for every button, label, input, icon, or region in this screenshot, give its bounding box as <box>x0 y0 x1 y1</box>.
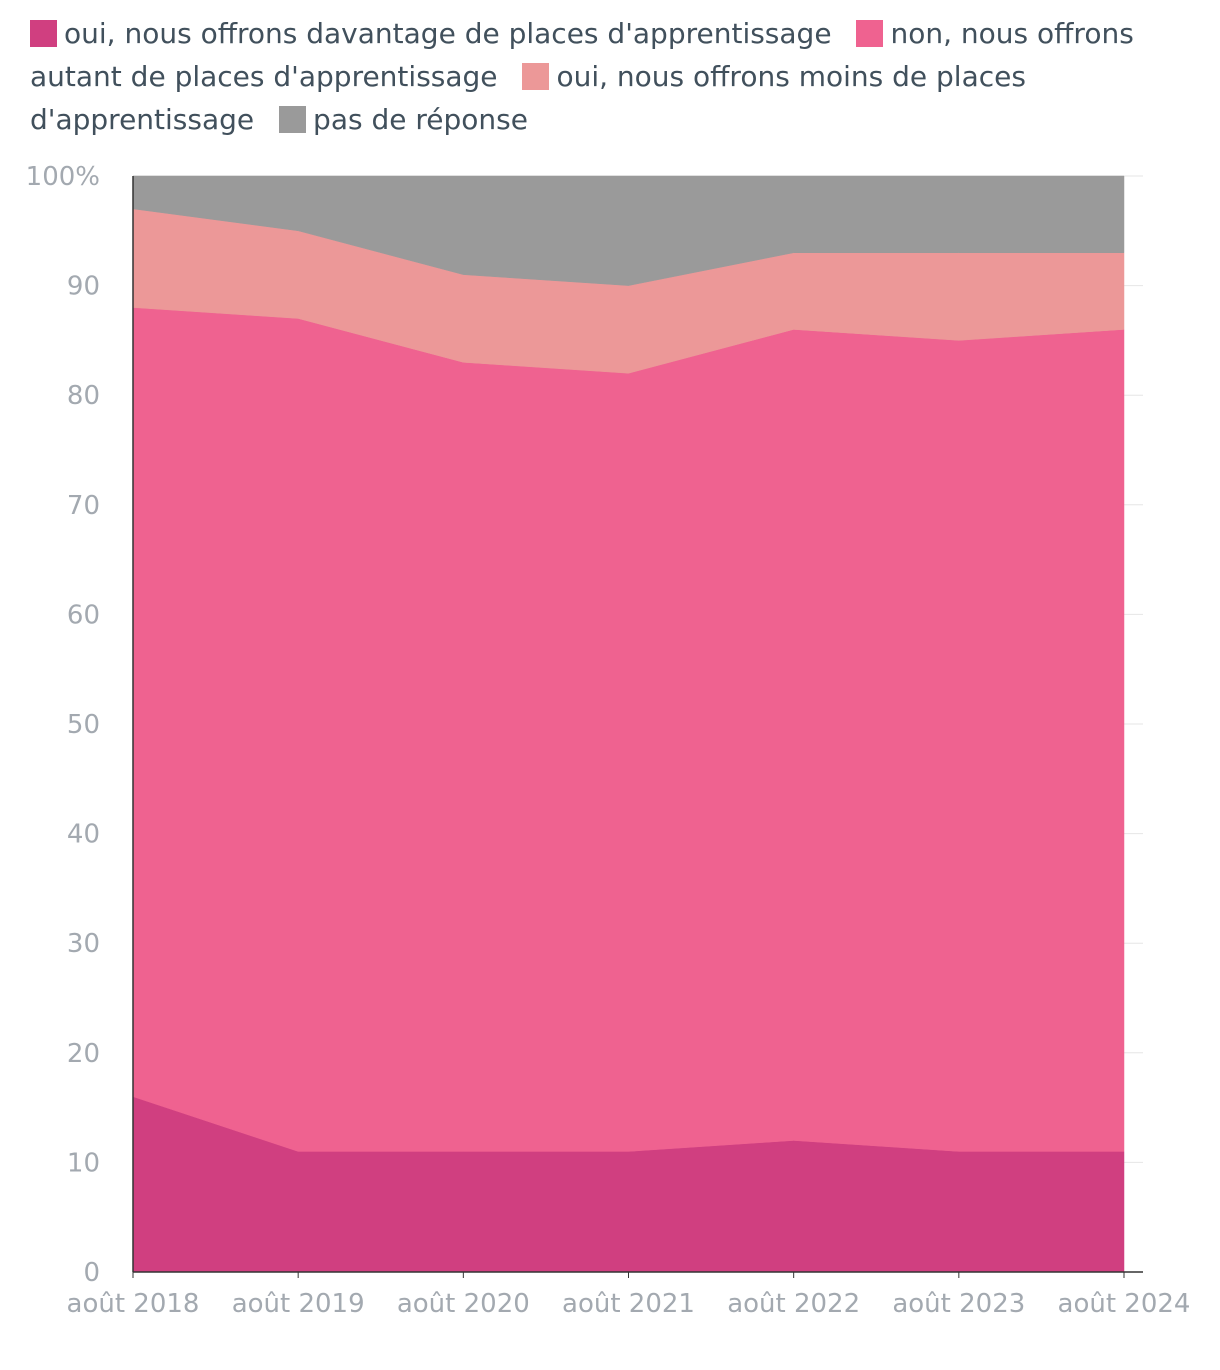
y-tick-label: 10 <box>67 1148 100 1178</box>
x-tick-label: août 2021 <box>562 1289 695 1319</box>
legend-swatch-same <box>856 20 884 47</box>
x-tick-label: août 2022 <box>727 1289 860 1319</box>
series-area <box>132 175 1125 286</box>
legend-item-same: non, nous offrons autant de places d'app… <box>30 17 1134 93</box>
legend-swatch-more <box>30 20 57 47</box>
y-tick-label: 0 <box>83 1258 100 1288</box>
series-area <box>132 307 1125 1152</box>
x-tick-label: août 2018 <box>67 1289 200 1319</box>
y-tick-label: 50 <box>67 710 100 740</box>
legend-label-same: non, nous offrons autant de places d'app… <box>30 17 1134 93</box>
y-tick-label: 20 <box>67 1039 100 1069</box>
x-tick-label: août 2024 <box>1058 1289 1191 1319</box>
legend-item-no-answer: pas de réponse <box>279 103 528 136</box>
legend-label-no-answer: pas de réponse <box>313 103 528 136</box>
y-tick-label: 40 <box>67 820 100 850</box>
y-tick-label: 30 <box>67 929 100 959</box>
legend-swatch-no-answer <box>279 106 307 133</box>
area-series <box>132 175 1125 1273</box>
y-axis-tick-labels: 0 10 20 30 40 50 60 70 80 90 100% <box>26 162 100 1288</box>
x-tick-label: août 2020 <box>397 1289 530 1319</box>
y-tick-label: 90 <box>67 272 100 302</box>
y-tick-label: 80 <box>67 381 100 411</box>
y-tick-label: 70 <box>67 491 100 521</box>
axes <box>132 176 1143 1273</box>
x-tick-label: août 2019 <box>232 1289 365 1319</box>
x-axis-tick-labels: août 2018 août 2019 août 2020 août 2021 août… <box>67 1272 1191 1319</box>
legend-label-fewer: oui, nous offrons moins de places d'appr… <box>30 60 1026 136</box>
legend: oui, nous offrons davantage de places d'… <box>30 12 1180 141</box>
legend-item-fewer: oui, nous offrons moins de places d'appr… <box>30 60 1026 136</box>
x-tick-label: août 2023 <box>892 1289 1025 1319</box>
legend-swatch-fewer <box>522 63 550 90</box>
y-tick-label: 60 <box>67 600 100 630</box>
y-tick-label: 100% <box>26 162 100 192</box>
legend-label-more: oui, nous offrons davantage de places d'… <box>64 17 832 50</box>
legend-item-more: oui, nous offrons davantage de places d'… <box>30 17 832 50</box>
